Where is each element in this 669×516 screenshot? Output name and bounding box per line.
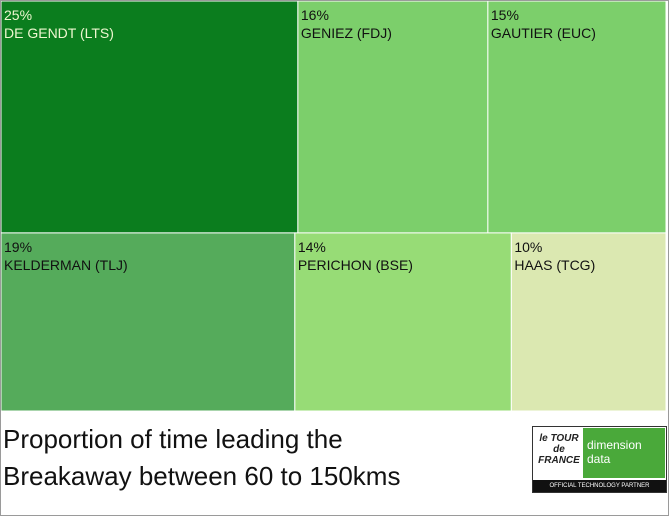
tour-logo: le TOUR de FRANCE bbox=[538, 433, 580, 466]
brand-logo: dimension data bbox=[583, 428, 665, 478]
treemap-cell bbox=[294, 232, 512, 411]
tagline: OFFICIAL TECHNOLOGY PARTNER bbox=[533, 480, 666, 492]
treemap-cell bbox=[1, 232, 296, 411]
value-label: 16% bbox=[301, 7, 329, 23]
category-label: DE GENDT (LTS) bbox=[4, 25, 114, 41]
category-label: GENIEZ (FDJ) bbox=[301, 25, 392, 41]
treemap-cell bbox=[297, 1, 489, 234]
chart: 25% DE GENDT (LTS) 16% GENIEZ (FDJ) 15% GAUTI… bbox=[1, 1, 666, 411]
category-label: KELDERMAN (TLJ) bbox=[4, 257, 128, 273]
category-label: HAAS (TCG) bbox=[514, 257, 595, 273]
value-label: 19% bbox=[4, 239, 32, 255]
value-label: 14% bbox=[298, 239, 326, 255]
value-label: 10% bbox=[514, 239, 542, 255]
value-label: 15% bbox=[491, 7, 519, 23]
category-label: GAUTIER (EUC) bbox=[491, 25, 596, 41]
treemap-cell bbox=[1, 1, 299, 234]
category-label: PERICHON (BSE) bbox=[298, 257, 413, 273]
chart-title: Proportion of time leading the Breakaway… bbox=[3, 424, 401, 491]
value-label: 25% bbox=[4, 7, 32, 23]
treemap-cell bbox=[510, 232, 666, 411]
logo: le TOUR de FRANCE dimension data OFFICIA… bbox=[532, 426, 667, 493]
